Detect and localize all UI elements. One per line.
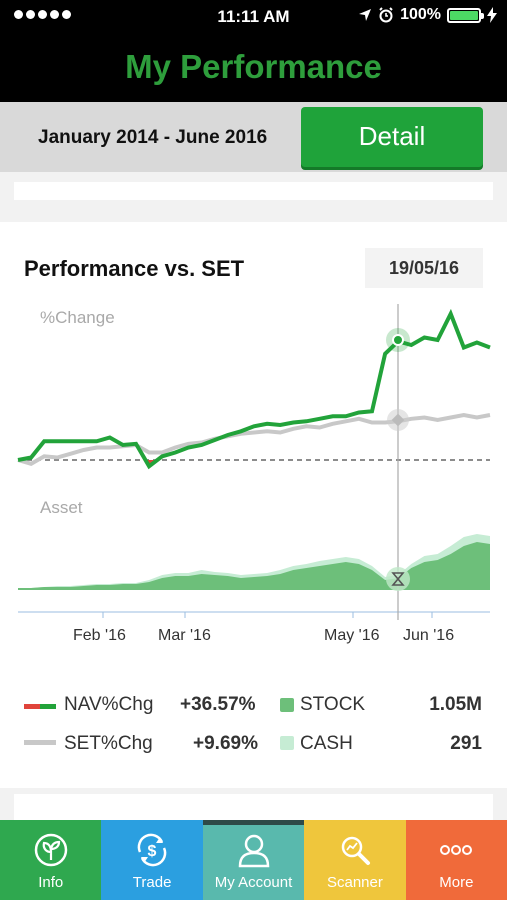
set-series-line	[17, 412, 491, 466]
tab-scanner-label: Scanner	[326, 874, 383, 891]
status-bar: 11:11 AM 100%	[0, 0, 507, 34]
person-icon	[238, 834, 269, 868]
performance-chart[interactable]	[0, 222, 507, 642]
magnifier-icon	[341, 836, 370, 865]
tab-info[interactable]: Info	[0, 820, 102, 900]
spacer-strip-bottom	[0, 788, 507, 824]
battery-percent: 100%	[400, 6, 441, 23]
cash-legend-label: CASH	[300, 733, 353, 754]
tab-more-label: More	[439, 874, 474, 891]
cash-legend-swatch	[280, 736, 294, 750]
x-tick-mar: Mar '16	[158, 627, 211, 644]
location-arrow-icon	[359, 9, 372, 21]
nav-series-line	[17, 308, 491, 470]
set-legend-label: SET%Chg	[64, 733, 153, 754]
nav-legend-swatch	[24, 704, 56, 709]
hourglass-cursor-icon	[391, 572, 405, 586]
spacer-strip	[0, 172, 507, 222]
svg-text:$: $	[148, 843, 157, 860]
x-ticks	[102, 612, 433, 618]
stock-legend-swatch	[280, 698, 294, 712]
tab-info-label: Info	[38, 874, 64, 891]
tab-my-account-label: My Account	[214, 874, 293, 891]
battery-icon	[447, 7, 484, 23]
x-tick-feb: Feb '16	[73, 627, 126, 644]
status-time: 11:11 AM	[217, 7, 290, 26]
nav-legend-value: +36.57%	[180, 694, 256, 715]
signal-strength-icon	[14, 10, 71, 19]
tab-trade-label: Trade	[132, 874, 172, 891]
pct-change-label: %Change	[40, 308, 115, 327]
bottom-tab-bar: Info $ Trade My Account Scanner More	[0, 820, 507, 900]
nav-marker	[392, 334, 404, 346]
charging-bolt-icon	[487, 7, 497, 23]
stock-legend-label: STOCK	[300, 694, 366, 715]
tab-my-account[interactable]: My Account	[202, 820, 305, 900]
tab-more[interactable]: More	[405, 820, 507, 900]
tab-trade[interactable]: $ Trade	[101, 820, 203, 900]
x-tick-jun: Jun '16	[403, 627, 455, 644]
cash-legend-value: 291	[450, 733, 482, 754]
set-legend-swatch	[24, 740, 56, 745]
stock-area	[18, 542, 490, 590]
dollar-refresh-icon: $	[137, 833, 167, 867]
selected-date[interactable]: 19/05/16	[365, 248, 483, 288]
performance-card: Performance vs. SET 19/05/16 %Change Ass…	[0, 222, 507, 788]
asset-area-group	[18, 534, 490, 590]
set-legend-value: +9.69%	[193, 733, 258, 754]
alarm-clock-icon	[379, 7, 393, 23]
nav-legend-label: NAV%Chg	[64, 694, 154, 715]
more-dots-icon	[440, 845, 473, 855]
sprout-icon	[34, 833, 67, 867]
tab-scanner[interactable]: Scanner	[304, 820, 406, 900]
set-marker	[391, 413, 405, 427]
date-range-label: January 2014 - June 2016	[38, 127, 268, 148]
stock-legend-value: 1.05M	[429, 694, 482, 715]
app-header: My Performance	[0, 34, 507, 102]
page-title: My Performance	[125, 48, 382, 85]
asset-label: Asset	[40, 498, 83, 517]
x-tick-may: May '16	[324, 627, 380, 644]
card-title: Performance vs. SET	[24, 256, 245, 281]
detail-button[interactable]: Detail	[301, 107, 483, 167]
